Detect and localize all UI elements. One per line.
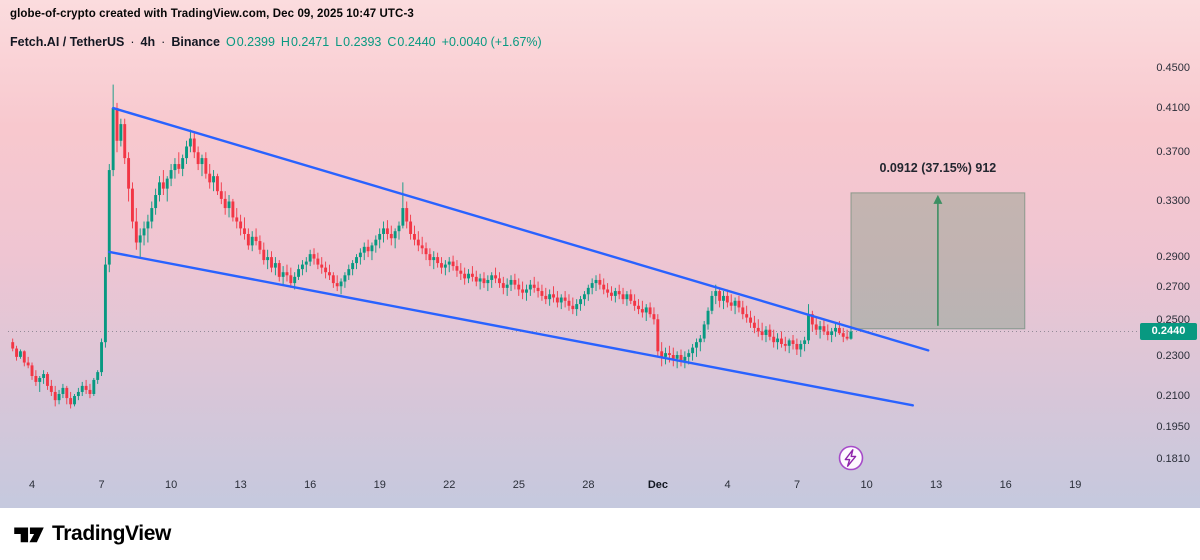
price-tick: 0.1810 [1156,453,1190,466]
price-range-drawing[interactable]: 0.0912 (37.15%) 912 [850,161,1026,330]
time-tick: 25 [512,479,525,491]
price-tick: 0.1950 [1156,421,1190,434]
time-tick: 7 [98,479,105,491]
time-tick: 28 [582,479,595,491]
time-tick: 19 [1069,479,1082,491]
price-tick: 0.3300 [1156,194,1190,207]
ohlc-high: H0.2471 [280,35,330,49]
time-tick: 13 [234,479,247,491]
lightning-bolt-icon[interactable] [838,445,864,471]
symbol-exchange[interactable]: Binance [171,35,220,49]
ohlc-open: O0.2399 [225,35,275,49]
chart-background: globe-of-crypto created with TradingView… [0,0,1200,508]
price-tick: 0.4500 [1156,61,1190,74]
symbol-name[interactable]: Fetch.AI / TetherUS [10,35,125,49]
time-tick: 16 [304,479,317,491]
time-tick: Dec [647,479,669,491]
candlestick-series [11,84,853,409]
time-tick: 4 [724,479,731,491]
lower-trendline[interactable] [108,250,914,407]
ohlc-low: L0.2393 [335,35,382,49]
time-tick: 16 [999,479,1012,491]
symbol-interval[interactable]: 4h [140,35,156,49]
time-tick: 19 [373,479,386,491]
price-change: +0.0040 (+1.67%) [441,35,542,49]
legend-separator: · [130,35,135,49]
price-tick: 0.2300 [1156,350,1190,363]
time-tick: 4 [28,479,36,491]
time-tick: 7 [793,479,801,491]
time-tick: 10 [164,479,178,491]
footer-bar: TradingView [0,508,1200,560]
price-tick: 0.2700 [1156,281,1190,294]
ohlc-close: C0.2440 [387,35,436,49]
price-tick: 0.2900 [1156,250,1190,263]
upper-trendline[interactable] [111,106,930,352]
measurement-label: 0.0912 (37.15%) 912 [880,161,997,175]
last-price-tag: 0.2440 [1140,322,1197,340]
time-tick: 13 [930,479,943,491]
attribution-text: globe-of-crypto created with TradingView… [10,8,414,20]
tradingview-logo-text[interactable]: TradingView [52,522,171,545]
symbol-legend[interactable]: Fetch.AI / TetherUS · 4h · Binance O0.23… [10,35,542,49]
tradingview-logo-icon[interactable] [14,522,44,546]
legend-separator: · [161,35,166,49]
chart-canvas[interactable]: 0.0912 (37.15%) 912 [0,0,1200,508]
time-axis[interactable]: 4 7 10 13 16 19 22 25 28 Dec 4 7 10 13 16 19 [0,474,1138,498]
price-tick: 0.4100 [1156,101,1190,114]
price-tick: 0.2100 [1156,389,1190,402]
price-axis[interactable]: 0.4500 0.4100 0.3700 0.3300 0.2900 0.2700 0.25… [1138,0,1194,508]
time-tick: 22 [443,479,456,491]
price-tick: 0.3700 [1156,145,1190,158]
time-tick: 10 [860,479,873,491]
